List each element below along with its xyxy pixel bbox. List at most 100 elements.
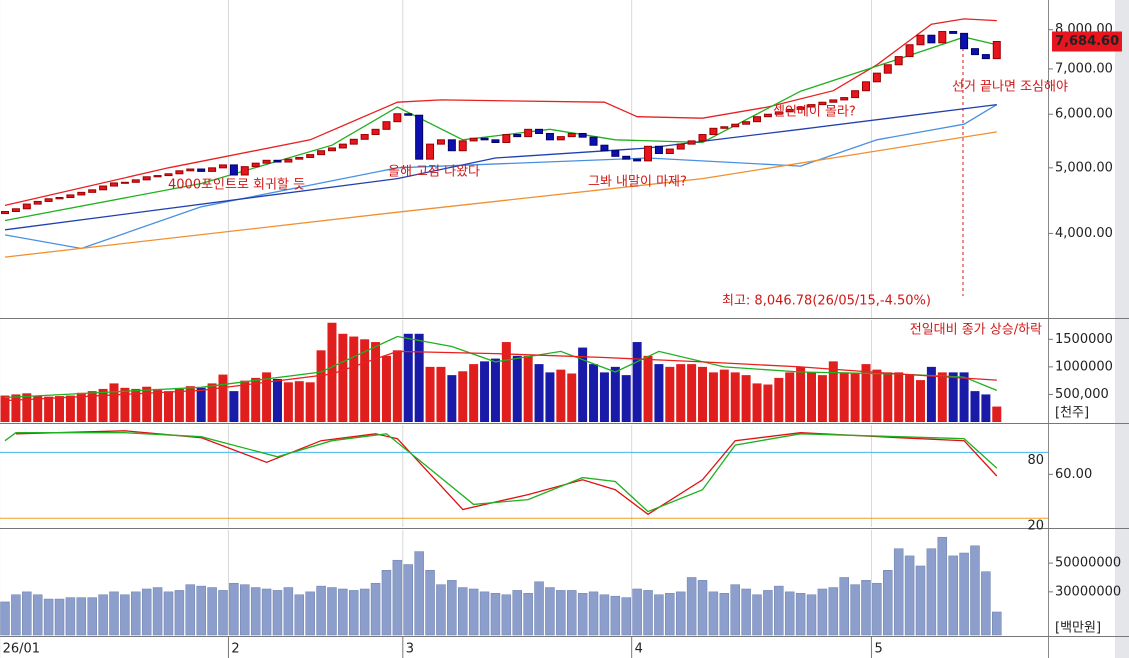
candle	[251, 162, 260, 168]
volume-bar	[294, 381, 304, 422]
unit-label: [천주]	[1055, 406, 1089, 421]
value-bar	[294, 594, 305, 636]
value-bar	[654, 594, 664, 636]
value-bar	[937, 536, 948, 636]
candle	[578, 132, 587, 138]
volume-bar	[501, 342, 511, 422]
candle	[415, 114, 424, 160]
candle	[349, 138, 358, 145]
volume-bar	[185, 386, 195, 422]
candle	[644, 145, 653, 162]
candle	[229, 164, 238, 176]
candle	[186, 168, 195, 172]
indicator-line	[4, 432, 998, 513]
volume-bar	[861, 364, 871, 422]
value-bar	[970, 545, 980, 636]
value-bar	[338, 588, 348, 636]
value-bar	[632, 588, 642, 636]
volume-bar	[687, 364, 697, 422]
value-bar	[665, 593, 675, 636]
volume-bar	[589, 364, 599, 422]
volume-bar	[87, 391, 97, 422]
value-bar	[327, 587, 337, 636]
volume-bar	[0, 395, 10, 422]
value-bar	[828, 587, 839, 636]
volume-bar	[262, 372, 272, 422]
value-bar	[11, 594, 21, 636]
y-tick-label: 1000000	[1055, 359, 1113, 374]
value-bar	[305, 591, 315, 636]
y-tick-label: 6,000.00	[1055, 107, 1113, 122]
volume-bar	[207, 383, 217, 422]
value-bar	[196, 585, 206, 636]
value-bar	[556, 590, 566, 636]
volume-bar	[512, 355, 522, 422]
value-bar	[0, 601, 10, 636]
candle	[436, 139, 445, 145]
volume-bar	[76, 392, 86, 422]
candle	[66, 194, 75, 199]
candle	[840, 97, 849, 101]
candle	[262, 159, 271, 164]
volume-bar	[599, 372, 609, 422]
volume-bar	[665, 366, 675, 422]
value-bar	[370, 582, 381, 636]
volume-bar	[730, 372, 740, 422]
candle	[545, 132, 554, 141]
candle	[502, 134, 511, 144]
volume-bar	[839, 372, 849, 422]
candle	[524, 128, 533, 138]
indicator-line	[15, 430, 998, 516]
last-price-box	[1052, 31, 1122, 52]
annotation: 최고: 8,046.78(26/05/15,-4.50%)	[722, 294, 931, 309]
volume-bar	[556, 369, 566, 422]
value-bar	[392, 559, 403, 636]
value-bar	[98, 594, 108, 636]
candle	[88, 189, 97, 193]
value-bar	[872, 582, 882, 636]
value-bar	[784, 591, 795, 636]
value-bar	[675, 591, 686, 636]
volume-bar	[676, 364, 686, 422]
candle	[970, 48, 979, 56]
candle	[992, 41, 1001, 60]
value-bar	[250, 587, 261, 636]
volume-bar	[610, 366, 620, 422]
value-bar	[87, 597, 97, 636]
candle	[556, 136, 565, 141]
volume-bar	[567, 373, 577, 422]
candle	[393, 113, 402, 123]
volume-bar	[545, 372, 555, 422]
candle	[665, 148, 674, 154]
candle	[480, 137, 489, 141]
candle	[360, 134, 369, 140]
y-tick-label: 7,000.00	[1055, 61, 1113, 76]
volume-bar	[153, 388, 163, 422]
candle	[382, 121, 391, 130]
candle	[622, 155, 631, 160]
volume-bar	[915, 380, 925, 422]
axis-strip	[1115, 0, 1129, 658]
value-bar	[948, 555, 958, 636]
volume-bar	[719, 369, 729, 422]
value-bar	[349, 590, 359, 636]
candle	[807, 104, 816, 108]
volume-bar	[523, 355, 533, 422]
volume-bar	[850, 373, 860, 422]
volume-bar	[131, 388, 141, 422]
candle	[949, 31, 958, 34]
candle	[11, 208, 20, 212]
volume-bar	[349, 336, 359, 422]
reference-label: 80	[1027, 453, 1044, 468]
volume-bar	[981, 394, 991, 422]
value-bar	[708, 591, 719, 636]
value-bar	[261, 588, 272, 636]
value-bar	[381, 570, 392, 636]
value-bar	[240, 584, 250, 636]
value-bar	[76, 597, 87, 636]
y-tick-label: 4,000.00	[1055, 226, 1113, 241]
volume-bar	[752, 383, 762, 422]
volume-bar	[163, 391, 173, 422]
candle	[458, 140, 467, 152]
